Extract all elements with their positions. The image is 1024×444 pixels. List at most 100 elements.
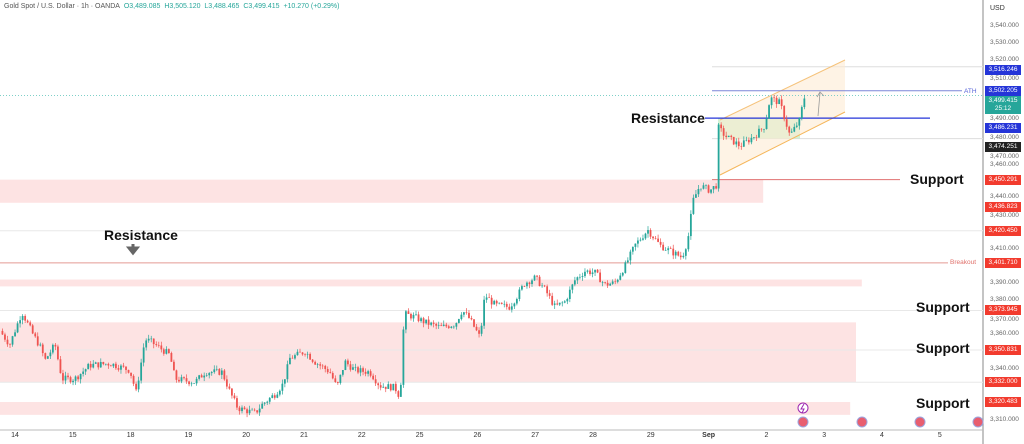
candle (326, 366, 329, 375)
candle-body (188, 381, 190, 385)
candle (31, 323, 34, 335)
candle (556, 299, 559, 306)
candle-body (9, 344, 11, 345)
candle-body (740, 146, 743, 147)
candle-body (720, 124, 723, 129)
candle (130, 372, 132, 379)
candle (773, 95, 775, 102)
candle-body (137, 380, 140, 390)
candle (505, 301, 508, 310)
candle-body (793, 126, 796, 132)
channel-upper-line (719, 59, 846, 121)
time-tick: 26 (473, 432, 482, 439)
candle (195, 376, 198, 386)
candle (142, 343, 145, 367)
candle-body (460, 314, 463, 320)
candle-body (662, 244, 665, 251)
candle (399, 382, 402, 397)
candle (707, 184, 710, 194)
candle (155, 341, 158, 347)
candle (99, 358, 102, 368)
candle (647, 226, 649, 238)
candle (561, 301, 564, 307)
candle (674, 250, 677, 259)
symbol-title: Gold Spot / U.S. Dollar · 1h · OANDA (4, 3, 120, 10)
candle (210, 371, 213, 376)
candle (150, 335, 153, 343)
candle-body (238, 407, 241, 412)
candle (584, 268, 586, 278)
candle-body (500, 302, 503, 304)
candle-body (135, 383, 137, 390)
candle-body (637, 240, 639, 244)
candle (36, 332, 39, 347)
candle (94, 361, 97, 364)
candle-body (220, 370, 223, 375)
candle (379, 382, 382, 391)
candle-body (563, 301, 566, 303)
candle-body (679, 255, 682, 258)
candle-body (157, 345, 160, 346)
candle-body (702, 185, 705, 189)
candle-body (654, 238, 657, 239)
candle (765, 114, 768, 130)
candle-body (735, 141, 738, 145)
candle-body (778, 99, 781, 105)
candle-body (707, 185, 710, 193)
candle (132, 374, 135, 387)
candle-body (432, 322, 435, 324)
support-label-1: Support (910, 171, 964, 187)
candle (659, 238, 662, 248)
candle (397, 390, 400, 399)
candle (778, 97, 781, 105)
candle-body (301, 352, 304, 355)
price-tick: 3,460.000 (990, 161, 1019, 169)
candle-body (89, 363, 92, 368)
candle (102, 361, 105, 366)
time-tick: 15 (68, 432, 77, 439)
candle-body (286, 364, 289, 380)
candle (631, 246, 634, 255)
candle-body (725, 135, 728, 137)
candle (384, 386, 387, 393)
candle (341, 370, 344, 377)
price-label: 3,502.205 (985, 85, 1021, 96)
candle (735, 138, 738, 148)
candle-body (205, 375, 208, 376)
candle-body (536, 275, 538, 277)
candle-body (475, 326, 478, 331)
candle (667, 246, 670, 255)
candle (261, 401, 264, 409)
candle (14, 329, 16, 337)
candle (238, 405, 241, 415)
candle (533, 274, 536, 282)
candle-body (99, 361, 102, 368)
candle-body (117, 368, 120, 370)
candle (684, 248, 687, 260)
candle-body (266, 401, 269, 403)
candle (233, 392, 236, 400)
price-tick: 3,520.000 (990, 56, 1019, 64)
candle-body (379, 385, 382, 388)
candle (649, 228, 652, 240)
candle-body (687, 236, 690, 250)
price-label: 3,401.710 (985, 257, 1021, 268)
candle (26, 319, 29, 324)
candle-body (803, 98, 806, 108)
candle-body (185, 378, 188, 382)
candle (498, 302, 501, 305)
candle-body (236, 398, 238, 408)
candle (770, 96, 773, 109)
candle-body (468, 312, 470, 319)
candle-body (465, 312, 468, 313)
candle-body (248, 409, 251, 414)
candle (46, 355, 49, 359)
candle (21, 314, 24, 325)
support-zone-upper (0, 179, 764, 203)
candle (39, 342, 42, 347)
candle-body (142, 347, 145, 363)
candle (54, 342, 57, 351)
candle (145, 338, 148, 351)
candle-body (697, 188, 700, 195)
